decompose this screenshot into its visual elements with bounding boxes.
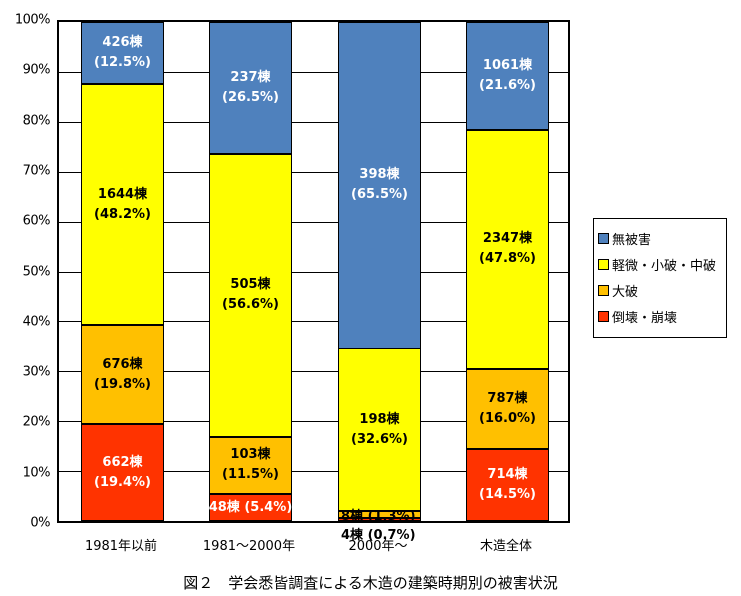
segment-count: 505棟	[230, 277, 271, 293]
segment-count: 426棟	[102, 35, 143, 51]
x-tick: 2000年～	[348, 539, 408, 554]
segment-count: 398棟	[359, 167, 400, 183]
segment-count: 787棟	[487, 390, 528, 406]
segment-major-damage: 676棟 (19.8%)	[81, 325, 164, 425]
segment-collapse: 48棟 (5.4%)	[209, 494, 292, 521]
gridline	[59, 371, 568, 373]
legend-label: 倒壊・崩壊	[612, 310, 678, 326]
segment-collapse: 714棟 (14.5%)	[466, 448, 549, 521]
segment-pct: (65.5%)	[351, 187, 408, 203]
segment-pct: (16.0%)	[479, 410, 536, 426]
segment-no-damage: 426棟 (12.5%)	[81, 22, 164, 85]
segment-no-damage: 398棟 (65.5%)	[338, 22, 421, 349]
segment-count: 1644棟	[97, 186, 148, 202]
legend-label: 軽微・小破・中破	[612, 258, 717, 274]
segment-pct: (56.6%)	[222, 297, 279, 313]
segment-minor-damage: 1644棟 (48.2%)	[81, 84, 164, 326]
segment-count: 198棟	[359, 411, 400, 427]
figure-caption: 図２ 学会悉皆調査による木造の建築時期別の被害状況	[183, 574, 558, 592]
segment-minor-damage: 2347棟 (47.8%)	[466, 129, 549, 369]
gridline	[59, 171, 568, 173]
y-tick: 100%	[14, 12, 51, 28]
plot-area: 662棟 (19.4%) 676棟 (19.8%) 1644棟 (48.2%) …	[57, 20, 570, 543]
segment-label: 48棟 (5.4%)	[208, 499, 293, 515]
legend-swatch-icon	[598, 232, 609, 244]
segment-collapse	[338, 517, 421, 521]
segment-major-damage-label: 8棟 (1.3%)	[341, 509, 416, 524]
segment-major-damage: 787棟 (16.0%)	[466, 368, 549, 449]
y-tick: 90%	[22, 62, 51, 78]
segment-pct: (26.5%)	[222, 90, 279, 106]
segment-count: 103棟	[230, 447, 271, 463]
legend-label: 大破	[612, 284, 639, 300]
bar-1981-before: 662棟 (19.4%) 676棟 (19.8%) 1644棟 (48.2%) …	[81, 22, 164, 521]
y-tick: 70%	[22, 163, 51, 179]
segment-collapse-label: 4棟 (0.7%)	[341, 528, 416, 543]
bar-wood-total: 714棟 (14.5%) 787棟 (16.0%) 2347棟 (47.8%) …	[466, 22, 549, 521]
segment-pct: (14.5%)	[479, 486, 536, 502]
segment-pct: (19.8%)	[94, 376, 151, 392]
segment-count: 714棟	[487, 466, 528, 482]
segment-minor-damage: 505棟 (56.6%)	[209, 154, 292, 437]
legend-label: 無被害	[612, 232, 652, 248]
gridline	[59, 471, 568, 473]
segment-no-damage: 237棟 (26.5%)	[209, 22, 292, 155]
x-tick: 1981～2000年	[202, 539, 296, 554]
x-tick: 1981年以前	[84, 539, 158, 554]
x-tick: 木造全体	[479, 539, 532, 554]
legend-item-collapse: 倒壊・崩壊	[598, 303, 722, 329]
gridline	[59, 121, 568, 123]
gridline	[59, 71, 568, 73]
bar-2000-after: 198棟 (32.6%) 398棟 (65.5%) 8棟 (1.3%) 4棟 (…	[338, 22, 421, 543]
y-tick: 80%	[22, 113, 51, 129]
gridline	[59, 271, 568, 273]
segment-major-damage	[338, 511, 421, 518]
y-tick: 20%	[22, 414, 51, 430]
segment-pct: (47.8%)	[479, 251, 536, 267]
legend-swatch-icon	[598, 284, 609, 296]
bar-1981-2000: 48棟 (5.4%) 103棟 (11.5%) 505棟 (56.6%) 237…	[209, 22, 292, 521]
segment-count: 237棟	[230, 70, 271, 86]
y-tick: 40%	[22, 314, 51, 330]
segment-major-damage: 103棟 (11.5%)	[209, 436, 292, 495]
segment-pct: (12.5%)	[94, 55, 151, 71]
segment-collapse: 662棟 (19.4%)	[81, 424, 164, 521]
legend: 無被害 軽微・小破・中破 大破 倒壊・崩壊	[593, 218, 727, 338]
segment-minor-damage: 198棟 (32.6%)	[338, 348, 421, 512]
segment-count: 676棟	[102, 356, 143, 372]
y-tick: 50%	[22, 264, 51, 279]
legend-item-no-damage: 無被害	[598, 225, 722, 251]
segment-count: 2347棟	[482, 231, 533, 247]
legend-swatch-icon	[598, 258, 609, 270]
y-tick: 30%	[22, 364, 51, 380]
segment-count: 662棟	[102, 454, 143, 470]
y-tick: 10%	[22, 465, 51, 481]
segment-count: 1061棟	[482, 57, 533, 73]
y-tick: 60%	[22, 213, 51, 229]
segment-pct: (19.4%)	[94, 474, 151, 490]
segment-pct: (32.6%)	[351, 431, 408, 447]
gridline	[59, 221, 568, 223]
segment-no-damage: 1061棟 (21.6%)	[466, 22, 549, 130]
gridline	[59, 421, 568, 423]
segment-pct: (48.2%)	[94, 206, 151, 222]
y-tick: 0%	[30, 515, 50, 531]
gridline	[59, 321, 568, 323]
segment-pct: (21.6%)	[479, 77, 536, 93]
legend-item-major-damage: 大破	[598, 277, 722, 303]
legend-item-minor-damage: 軽微・小破・中破	[598, 251, 722, 277]
segment-pct: (11.5%)	[222, 467, 279, 483]
legend-swatch-icon	[598, 310, 609, 322]
